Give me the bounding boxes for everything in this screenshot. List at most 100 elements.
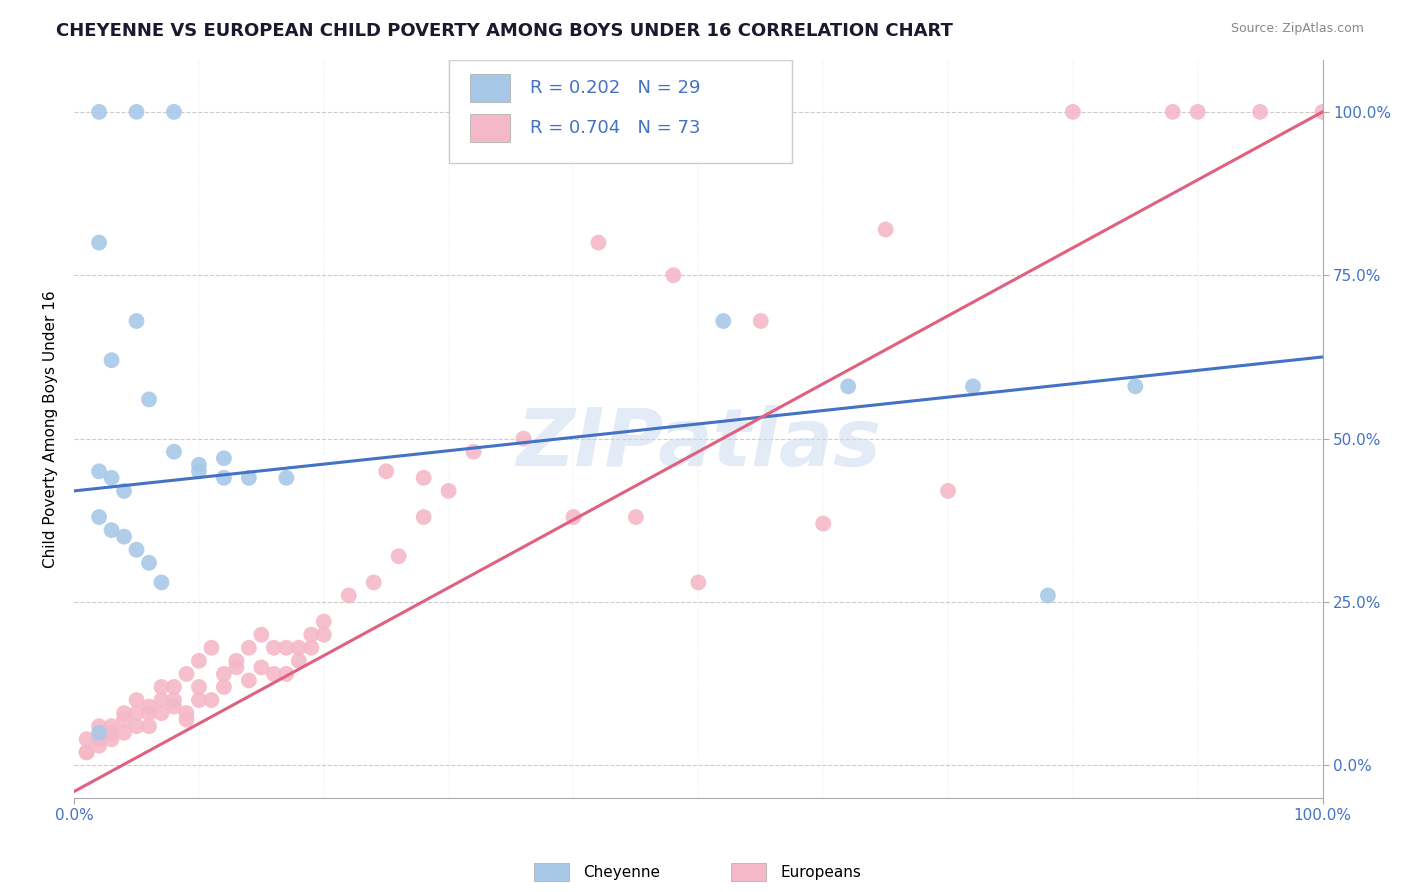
Point [312,615,335,629]
Point [163,680,186,694]
Point [588,235,610,250]
Point [176,666,198,681]
Point [76,732,98,747]
Text: R = 0.704   N = 73: R = 0.704 N = 73 [530,120,700,137]
Point [1161,104,1184,119]
Point [412,471,434,485]
Point [299,640,322,655]
Point [100,725,122,739]
Point [138,719,160,733]
Point [138,392,160,407]
Point [87,464,110,478]
Text: Source: ZipAtlas.com: Source: ZipAtlas.com [1230,22,1364,36]
Point [363,575,385,590]
Point [238,471,260,485]
Point [1123,379,1146,393]
Point [187,693,209,707]
Point [125,314,148,328]
Point [212,471,235,485]
Point [238,640,260,655]
Point [100,719,122,733]
Point [87,732,110,747]
Bar [470,114,510,143]
Point [512,432,534,446]
Text: ZIPatlas: ZIPatlas [516,405,880,483]
Point [276,640,298,655]
Point [200,693,222,707]
Point [624,510,647,524]
FancyBboxPatch shape [449,60,792,163]
Point [962,379,984,393]
Point [187,458,209,472]
Point [112,725,135,739]
Point [125,706,148,720]
Point [125,719,148,733]
Bar [470,74,510,102]
Point [412,510,434,524]
Point [936,483,959,498]
Point [1187,104,1209,119]
Point [1036,589,1059,603]
Point [76,745,98,759]
Point [225,654,247,668]
Point [87,725,110,739]
Point [176,713,198,727]
Point [238,673,260,688]
Point [688,575,710,590]
Point [87,235,110,250]
Point [225,660,247,674]
Point [87,719,110,733]
Point [100,353,122,368]
Text: Europeans: Europeans [780,865,862,880]
Point [163,104,186,119]
Point [112,483,135,498]
Point [87,510,110,524]
Point [288,654,311,668]
Point [200,640,222,655]
Point [125,542,148,557]
Point [187,680,209,694]
Point [212,680,235,694]
Point [312,628,335,642]
Point [463,444,485,458]
Point [163,444,186,458]
Point [150,693,173,707]
Point [150,575,173,590]
Point [250,660,273,674]
Point [749,314,772,328]
Point [150,680,173,694]
Point [837,379,859,393]
Point [212,666,235,681]
Point [562,510,585,524]
Y-axis label: Child Poverty Among Boys Under 16: Child Poverty Among Boys Under 16 [44,290,58,567]
Point [76,745,98,759]
Text: CHEYENNE VS EUROPEAN CHILD POVERTY AMONG BOYS UNDER 16 CORRELATION CHART: CHEYENNE VS EUROPEAN CHILD POVERTY AMONG… [56,22,953,40]
Point [187,654,209,668]
Point [388,549,411,564]
Point [212,451,235,466]
Point [299,628,322,642]
Point [337,589,360,603]
Point [276,471,298,485]
Point [662,268,685,283]
Point [263,666,285,681]
Point [125,693,148,707]
Point [87,739,110,753]
Point [288,640,311,655]
Point [112,713,135,727]
Point [375,464,398,478]
Point [263,640,285,655]
Point [125,104,148,119]
Point [437,483,460,498]
Point [875,222,897,236]
Point [87,104,110,119]
Point [187,464,209,478]
Text: Cheyenne: Cheyenne [583,865,661,880]
Point [100,732,122,747]
Point [163,693,186,707]
Point [1062,104,1084,119]
Point [163,699,186,714]
Point [811,516,834,531]
Point [100,523,122,537]
Point [150,706,173,720]
